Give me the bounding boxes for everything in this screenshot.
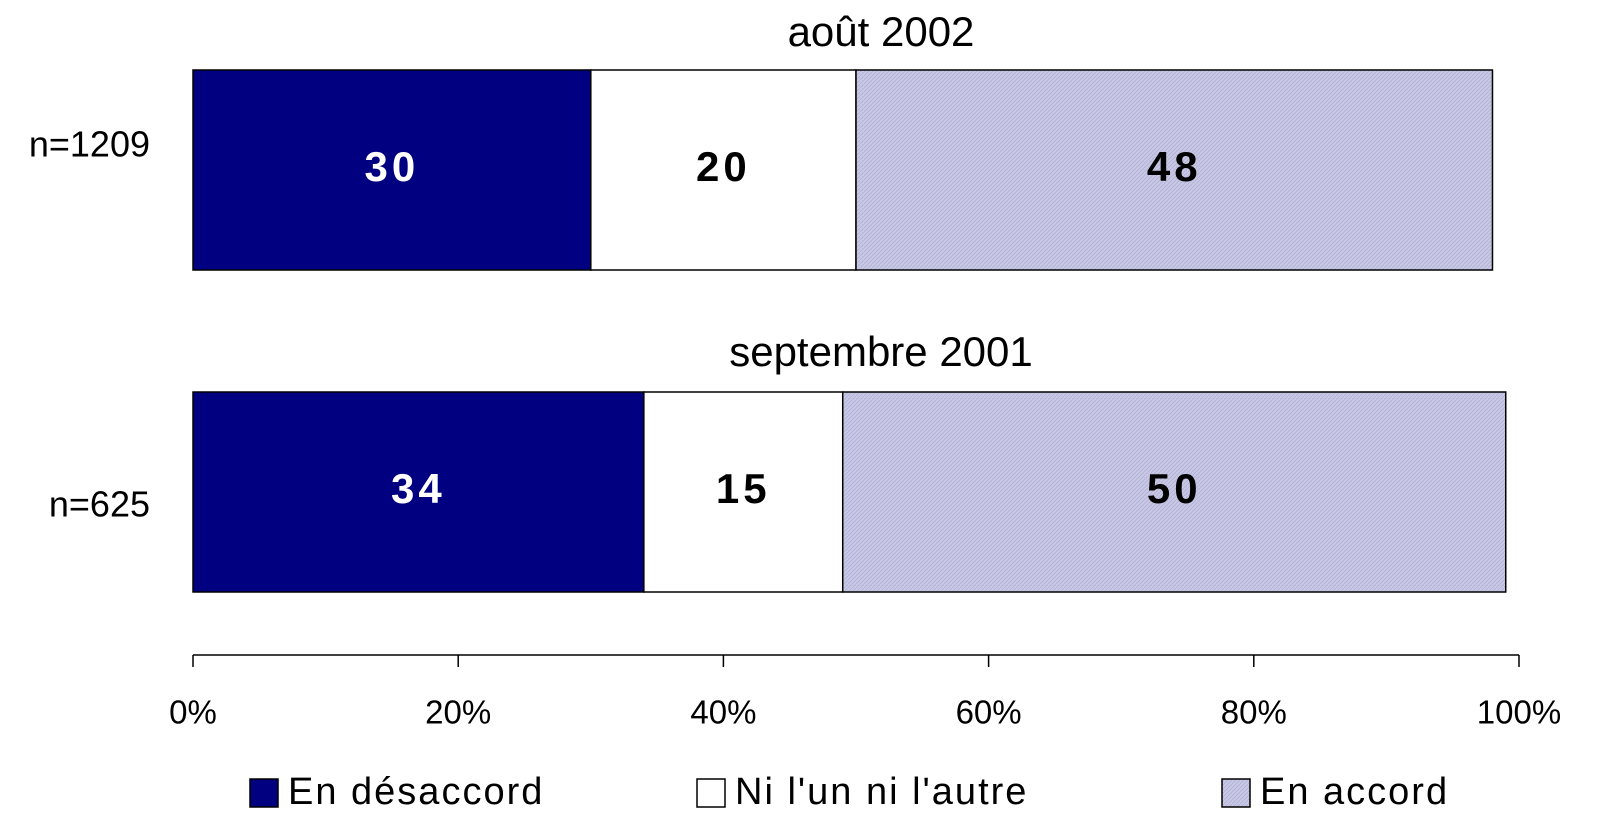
legend-label: Ni l'un ni l'autre	[735, 771, 1028, 813]
row-label: n=625	[49, 484, 150, 525]
legend-label: En désaccord	[288, 771, 544, 813]
value-label: 30	[365, 143, 420, 190]
legend-label: En accord	[1260, 771, 1449, 813]
x-tick-label: 60%	[956, 694, 1022, 731]
group-title: août 2002	[788, 8, 975, 55]
group-title: septembre 2001	[729, 328, 1033, 375]
bar-segment	[590, 69, 857, 271]
value-label: 15	[716, 465, 771, 512]
x-tick-label: 0%	[169, 694, 217, 731]
bar-segment	[192, 391, 645, 593]
row-label: n=1209	[29, 124, 150, 165]
x-tick-label: 80%	[1221, 694, 1287, 731]
legend-swatch	[1221, 778, 1251, 808]
value-label: 20	[696, 143, 751, 190]
x-tick-label: 40%	[690, 694, 756, 731]
bar-segment	[192, 69, 592, 271]
legend-swatch	[249, 778, 279, 808]
bar-segment	[643, 391, 844, 593]
value-label: 34	[391, 465, 446, 512]
value-label: 48	[1147, 143, 1202, 190]
value-label: 50	[1147, 465, 1202, 512]
bar-segment	[841, 391, 1507, 593]
legend-swatch	[696, 778, 726, 808]
x-tick-label: 100%	[1477, 694, 1561, 731]
bar-segment	[855, 69, 1494, 271]
x-tick-label: 20%	[425, 694, 491, 731]
